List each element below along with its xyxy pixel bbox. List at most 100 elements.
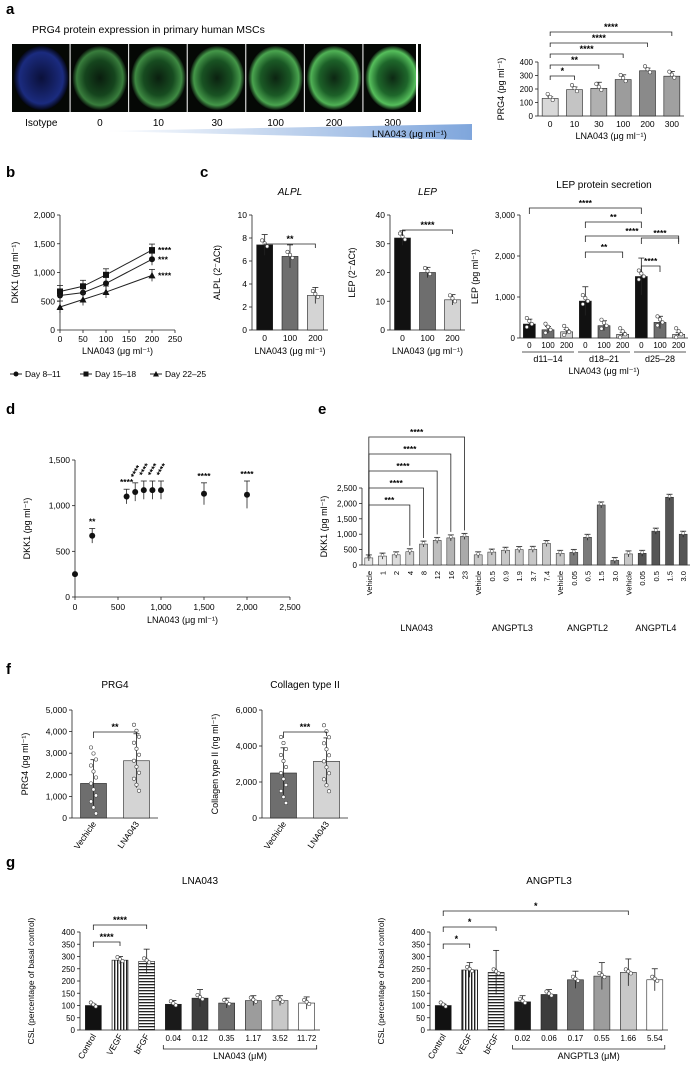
y-tick-label: 1,000 — [34, 268, 56, 278]
data-point — [580, 293, 585, 298]
data-point — [321, 723, 326, 728]
significance-label: **** — [580, 44, 595, 54]
x-tick-label: 10 — [570, 119, 580, 129]
spheroid — [248, 46, 303, 110]
x-tick-label: 100 — [99, 334, 113, 344]
x-tick-label: 1 — [379, 571, 388, 575]
data-point — [679, 332, 684, 337]
x-tick-label: 100 — [420, 333, 434, 343]
chart-b-dkk1-line: 0 500 1,000 1,500 2,000 DKK1 (pg ml⁻¹) 0 50 100 1… — [10, 210, 206, 379]
significance-bracket — [402, 229, 453, 236]
group-label: ANGPTL2 — [567, 623, 608, 633]
significance-bracket — [640, 237, 680, 244]
chart-g-angptl3: 0 50 100 150 200 250 300 350 400 CSL (percentage … — [376, 876, 668, 1061]
data-point — [283, 800, 288, 805]
chart-title: Collagen type II — [270, 680, 340, 691]
data-point — [326, 735, 331, 740]
data-point — [523, 1000, 528, 1005]
y-tick-label: 2,000 — [46, 770, 68, 780]
data-point — [94, 775, 99, 780]
data-point — [642, 64, 647, 69]
x-tick-label: 4 — [406, 571, 415, 575]
data-point — [260, 238, 265, 243]
data-point — [545, 324, 550, 329]
data-point — [394, 552, 398, 556]
data-point — [645, 67, 650, 72]
data-point — [307, 1002, 312, 1007]
micrograph-label: 0 — [97, 118, 103, 129]
data-point — [147, 960, 152, 965]
data-point — [89, 781, 94, 786]
data-point — [315, 294, 320, 299]
significance-label: **** — [579, 198, 593, 208]
data-point — [441, 1002, 446, 1007]
y-tick-label: 150 — [412, 989, 426, 998]
data-point — [567, 329, 572, 334]
x-tick-label: Control — [76, 1032, 98, 1061]
y-tick-label: 400 — [412, 928, 426, 937]
y-tick-label: 30 — [376, 239, 386, 249]
y-tick-label: 0 — [50, 325, 55, 335]
x-tick-label: 1.9 — [515, 571, 524, 581]
significance-bracket — [264, 243, 316, 250]
data-point — [572, 86, 577, 91]
spheroid — [131, 46, 186, 110]
x-tick-label: 200 — [145, 334, 159, 344]
y-tick-label: 350 — [412, 940, 426, 949]
data-point — [222, 998, 227, 1003]
data-point — [324, 747, 329, 752]
y-tick-label: 0 — [529, 112, 534, 121]
x-axis-label: LNA043 (μg ml⁻¹) — [82, 346, 153, 356]
panel-label-g: g — [6, 854, 15, 871]
significance-label: * — [534, 901, 538, 911]
data-point — [290, 255, 295, 260]
x-tick-label: 1,500 — [193, 602, 215, 612]
significance-label: **** — [240, 469, 254, 479]
data-point — [667, 69, 672, 74]
y-tick-label: 1,000 — [337, 530, 358, 539]
data-point — [496, 971, 501, 976]
chart-f-collagen: 0 2,000 4,000 6,000 Collagen type II (ng ml⁻… — [210, 680, 348, 851]
data-point — [324, 765, 329, 770]
data-point — [660, 320, 665, 325]
x-tick-label: 0.06 — [541, 1034, 557, 1043]
x-tick-label: 1.66 — [621, 1034, 637, 1043]
data-point — [636, 277, 641, 282]
y-tick-label: 200 — [412, 977, 426, 986]
x-tick-label: VEGF — [454, 1032, 474, 1057]
x-tick-label: 30 — [594, 119, 604, 129]
data-point — [422, 265, 427, 270]
data-point — [476, 552, 480, 556]
bar — [111, 959, 129, 1031]
chart-f-prg4: 0 1,000 2,000 3,000 4,000 5,000 PRG4 (pg ml⁻¹)… — [20, 680, 158, 851]
data-point — [558, 550, 562, 555]
y-tick-label: 100 — [520, 99, 534, 108]
y-axis-label: DKK1 (pg ml⁻¹) — [319, 496, 329, 558]
x-tick-label: 12 — [433, 571, 442, 579]
x-tick-label: Vehicle — [625, 571, 634, 595]
significance-label: ** — [601, 242, 608, 252]
x-tick-label: 0.02 — [515, 1034, 531, 1043]
series-significance: *** — [158, 254, 169, 264]
x-tick-label: 0 — [548, 119, 553, 129]
data-point — [467, 966, 472, 971]
y-tick-label: 6,000 — [236, 705, 258, 715]
data-point — [137, 752, 142, 757]
x-tick-label: 8 — [420, 571, 429, 575]
series-marker — [102, 288, 110, 296]
chart-d-dkk1-scatter: 0 500 1,000 1,500 DKK1 (pg ml⁻¹) 0 500 1,000 1,5… — [22, 455, 301, 625]
legend-label: Day 15–18 — [95, 369, 136, 379]
x-axis-label: LNA043 (μM) — [213, 1051, 267, 1061]
group-label: LNA043 — [400, 623, 433, 633]
bar — [542, 543, 551, 566]
x-axis-label: LNA043 (μg ml⁻¹) — [576, 131, 647, 141]
data-point — [549, 993, 554, 998]
bar — [434, 1005, 452, 1031]
significance-bracket — [442, 910, 629, 916]
data-point — [599, 87, 604, 92]
x-axis-label: LNA043 (μg ml⁻¹) — [569, 366, 640, 376]
data-point — [132, 776, 137, 781]
data-point — [425, 268, 430, 273]
significance-label: ** — [286, 234, 294, 244]
